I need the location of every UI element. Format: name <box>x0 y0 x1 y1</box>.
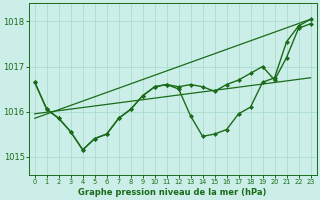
X-axis label: Graphe pression niveau de la mer (hPa): Graphe pression niveau de la mer (hPa) <box>78 188 267 197</box>
